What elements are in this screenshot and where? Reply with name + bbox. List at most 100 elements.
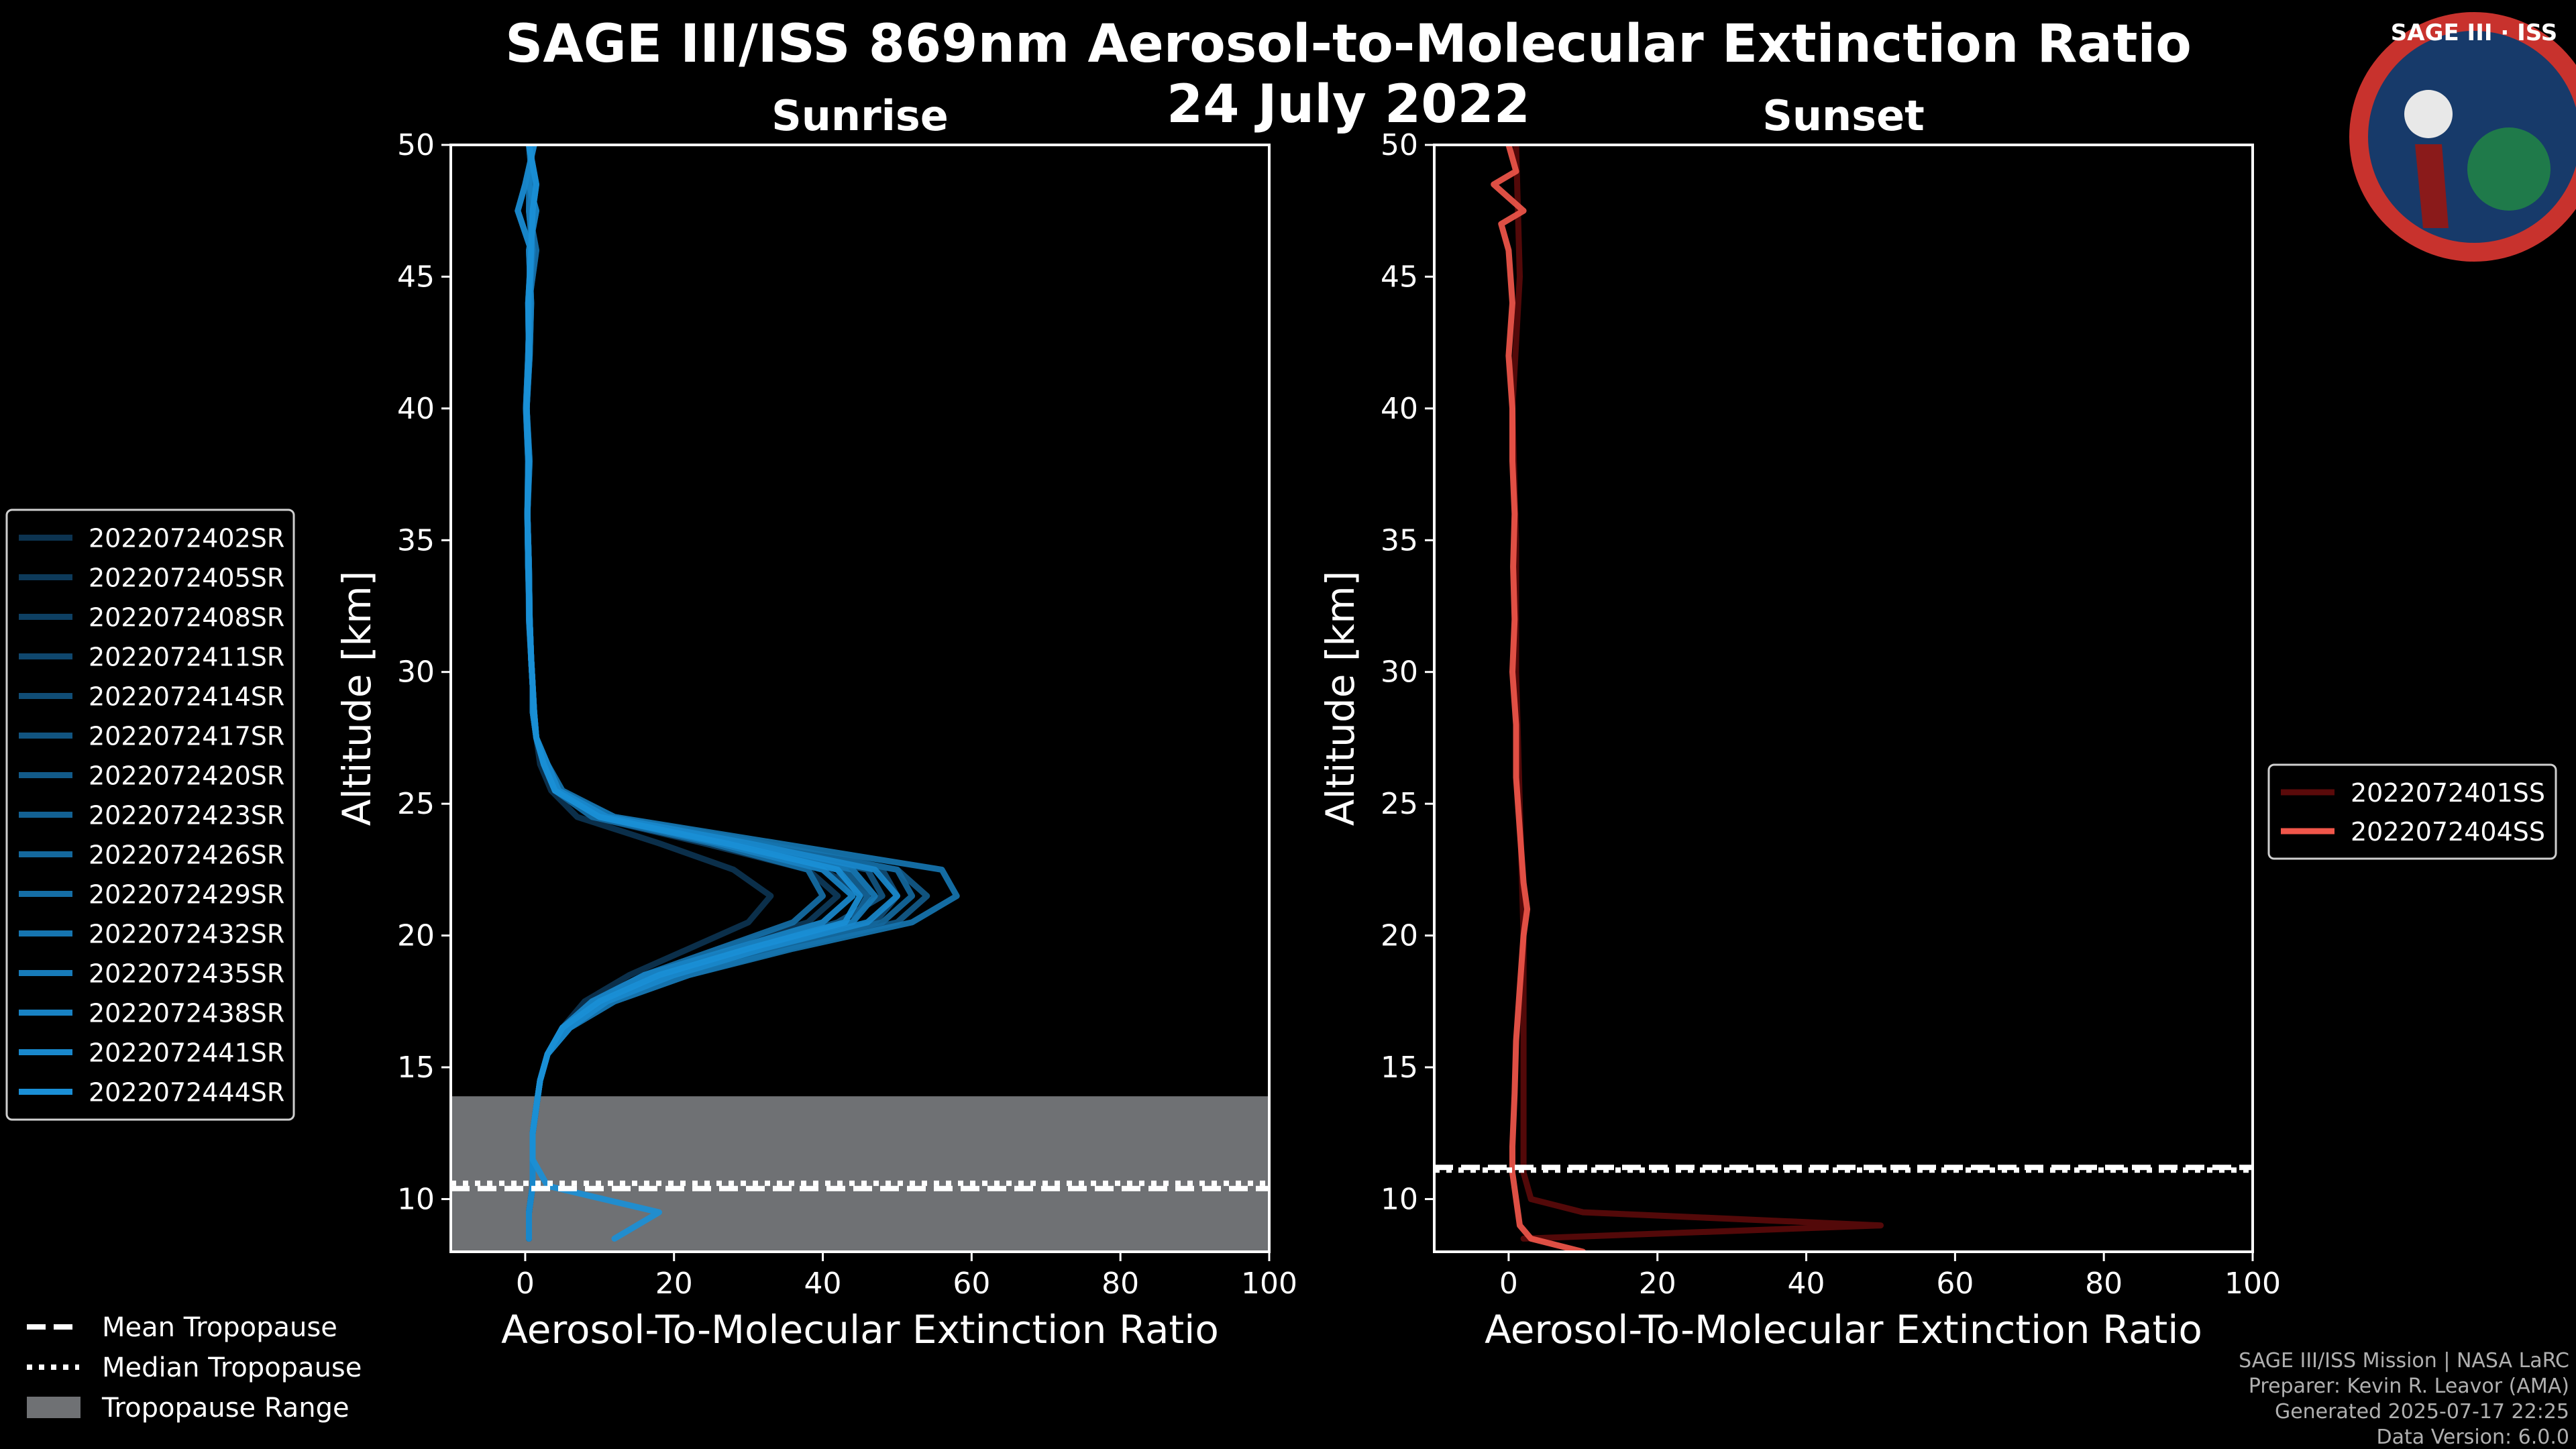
tropopause-range-swatch: [27, 1397, 80, 1418]
logo-moon-icon: [2404, 90, 2453, 138]
y-tick-label: 40: [1381, 392, 1418, 426]
legend-label-2022072444SR: 2022072444SR: [89, 1078, 284, 1108]
series-line-2022072438SR: [523, 145, 856, 1242]
legend-label-2022072411SR: 2022072411SR: [89, 643, 284, 672]
y-axis-label: Altitude [km]: [1318, 571, 1363, 826]
x-tick-label: 100: [1241, 1267, 1297, 1301]
series-line-2022072435SR: [523, 145, 878, 1242]
x-tick-label: 0: [516, 1267, 535, 1301]
legend-label-2022072438SR: 2022072438SR: [89, 999, 284, 1028]
x-tick-label: 0: [1499, 1267, 1518, 1301]
series-line-2022072405SR: [515, 145, 841, 1242]
x-tick-label: 60: [953, 1267, 990, 1301]
logo-figure-icon: [2415, 144, 2449, 228]
tropopause-range-band: [451, 1096, 1269, 1252]
legend-label-2022072401SS: 2022072401SS: [2351, 778, 2545, 808]
series-line-2022072420SR: [523, 145, 930, 1242]
legend-label-2022072408SR: 2022072408SR: [89, 603, 284, 633]
y-tick-label: 25: [1381, 787, 1418, 821]
series-line-2022072414SR: [523, 145, 900, 1242]
credit-line-preparer: Preparer: Kevin R. Leavor (AMA): [2249, 1375, 2569, 1398]
legend-label-2022072414SR: 2022072414SR: [89, 682, 284, 712]
legend-label-2022072420SR: 2022072420SR: [89, 761, 284, 791]
legend-label-2022072432SR: 2022072432SR: [89, 920, 284, 949]
series-group: [1491, 145, 1884, 1252]
legend-box: [2267, 763, 2557, 860]
logo-field: [2368, 31, 2576, 243]
y-tick-label: 35: [1381, 523, 1418, 557]
legend-label-2022072429SR: 2022072429SR: [89, 880, 284, 910]
series-line-2022072444SR: [523, 145, 863, 1242]
mean-tropopause-label: Mean Tropopause: [102, 1312, 337, 1343]
plot-frame: [1433, 144, 2254, 1253]
x-tick-label: 20: [655, 1267, 693, 1301]
panel-title: Sunrise: [771, 91, 949, 140]
x-tick-label: 20: [1639, 1267, 1676, 1301]
series-line-2022072432SR: [523, 145, 960, 1242]
y-tick-label: 35: [397, 523, 435, 557]
series-line-2022072426SR: [523, 145, 916, 1242]
sage-logo: SAGE III · ISS: [2349, 12, 2576, 262]
x-tick-label: 40: [1788, 1267, 1825, 1301]
y-tick-label: 15: [397, 1051, 435, 1085]
legend-label-2022072402SR: 2022072402SR: [89, 524, 284, 553]
x-tick-label: 100: [2224, 1267, 2281, 1301]
x-tick-label: 40: [804, 1267, 842, 1301]
credit-line-generated: Generated 2025-07-17 22:25: [2275, 1400, 2569, 1424]
series-line-2022072429SR: [523, 145, 826, 1242]
y-tick-label: 45: [1381, 260, 1418, 294]
legend-label-2022072417SR: 2022072417SR: [89, 722, 284, 751]
x-tick-label: 60: [1936, 1267, 1974, 1301]
credit-line-mission: SAGE III/ISS Mission | NASA LaRC: [2239, 1349, 2569, 1373]
sunrise-panel: Sunrise 10 15 20 25 30 35 40 45 50 0 20 40 60 80 100 Aer…: [334, 91, 1297, 1352]
y-tick-label: 20: [397, 919, 435, 953]
y-tick-label: 10: [397, 1182, 435, 1216]
series-line-2022072401SS: [1509, 145, 1884, 1242]
legend-label-2022072441SR: 2022072441SR: [89, 1038, 284, 1068]
tropopause-legend: Mean Tropopause Median Tropopause Tropop…: [27, 1312, 362, 1424]
panel-title: Sunset: [1762, 91, 1925, 140]
credits-block: SAGE III/ISS Mission | NASA LaRC Prepare…: [2239, 1349, 2569, 1449]
y-tick-label: 50: [1381, 128, 1418, 162]
y-tick-label: 30: [397, 655, 435, 690]
series-line-2022072411SR: [523, 145, 856, 1242]
median-tropopause-label: Median Tropopause: [102, 1352, 362, 1383]
series-group: [515, 145, 960, 1242]
y-tick-label: 10: [1381, 1182, 1418, 1216]
series-line-2022072417SR: [523, 145, 885, 1242]
main-subtitle-date: 24 July 2022: [1167, 74, 1530, 135]
logo-title: SAGE III · ISS: [2391, 19, 2557, 46]
legend-label-2022072423SR: 2022072423SR: [89, 801, 284, 830]
series-line-2022072402SR: [523, 145, 774, 1242]
x-axis-label: Aerosol-To-Molecular Extinction Ratio: [1485, 1307, 2202, 1352]
series-line-2022072423SR: [515, 145, 871, 1242]
legend-label-2022072404SS: 2022072404SS: [2351, 817, 2545, 847]
y-tick-label: 40: [397, 392, 435, 426]
series-line-2022072441SR: [515, 145, 900, 1242]
y-tick-label: 50: [397, 128, 435, 162]
sunset-legend: 2022072401SS 2022072404SS: [2267, 763, 2557, 860]
legend-box: [5, 508, 295, 1121]
legend-label-2022072405SR: 2022072405SR: [89, 564, 284, 593]
sunrise-legend: 2022072402SR 2022072405SR 2022072408SR 2022…: [5, 508, 295, 1121]
main-title: SAGE III/ISS 869nm Aerosol-to-Molecular …: [505, 14, 2192, 74]
plot-frame: [449, 144, 1271, 1253]
sunset-panel: Sunset 10 15 20 25 30 35 40 45 50 0 20 40 60 80 100 Aero…: [1318, 91, 2281, 1352]
credit-line-version: Data Version: 6.0.0: [2377, 1426, 2569, 1449]
tropopause-range-label: Tropopause Range: [101, 1393, 350, 1424]
x-axis-label: Aerosol-To-Molecular Extinction Ratio: [501, 1307, 1219, 1352]
legend-label-2022072426SR: 2022072426SR: [89, 841, 284, 870]
x-tick-label: 80: [1102, 1267, 1139, 1301]
y-tick-label: 30: [1381, 655, 1418, 690]
y-tick-label: 25: [397, 787, 435, 821]
series-line-2022072404SS: [1491, 145, 1587, 1252]
logo-earth-icon: [2467, 127, 2551, 211]
y-tick-label: 20: [1381, 919, 1418, 953]
y-tick-label: 45: [397, 260, 435, 294]
x-tick-label: 80: [2085, 1267, 2123, 1301]
legend-label-2022072435SR: 2022072435SR: [89, 959, 284, 989]
y-tick-label: 15: [1381, 1051, 1418, 1085]
series-line-2022072408SR: [523, 145, 871, 1242]
y-axis-label: Altitude [km]: [334, 571, 380, 826]
